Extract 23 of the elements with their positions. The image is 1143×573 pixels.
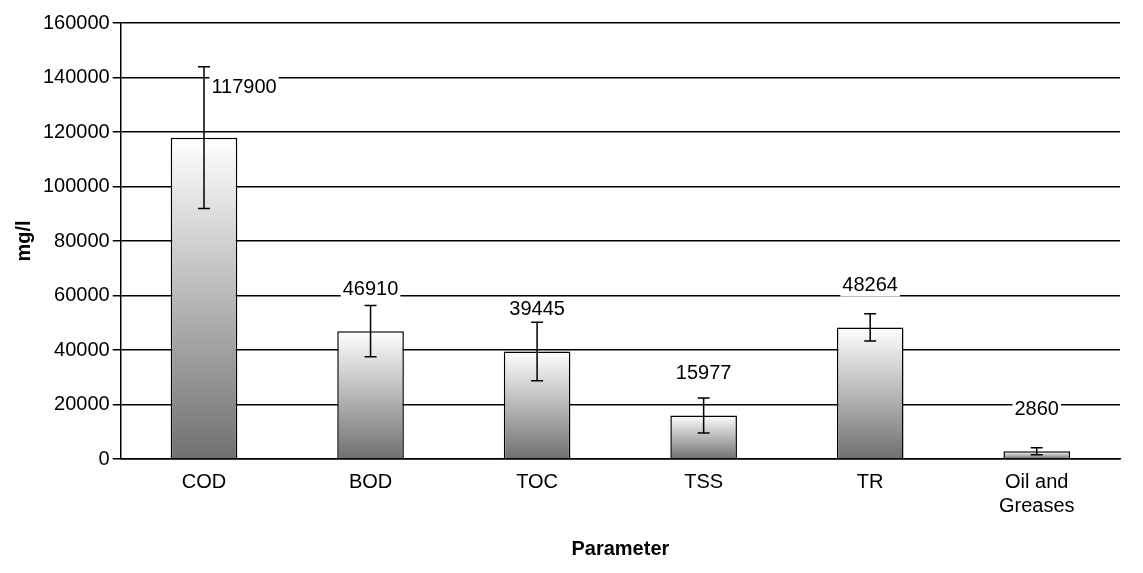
y-axis-title: mg/l xyxy=(11,220,34,262)
x-tick-label: COD xyxy=(181,469,227,492)
y-tick-label: 0 xyxy=(98,446,110,469)
y-tick-label: 120000 xyxy=(42,119,110,142)
data-label: 117900 xyxy=(211,75,277,98)
x-tick-label: TOC xyxy=(516,469,559,492)
data-label: 46910 xyxy=(342,276,399,299)
y-tick-label: 40000 xyxy=(54,337,110,360)
x-tick-label: TSS xyxy=(684,469,724,492)
y-tick-label: 160000 xyxy=(42,10,110,33)
data-label: 15977 xyxy=(675,360,732,383)
x-axis-title: Parameter xyxy=(571,536,670,559)
x-tick-label: Oil and Greases xyxy=(998,469,1075,516)
data-label: 2860 xyxy=(1014,396,1059,419)
y-tick-label: 80000 xyxy=(54,228,110,251)
data-label: 39445 xyxy=(509,297,565,320)
data-label: 48264 xyxy=(842,273,898,295)
y-tick-label: 140000 xyxy=(42,65,110,88)
y-tick-label: 100000 xyxy=(42,174,110,197)
y-tick-label: 20000 xyxy=(54,392,110,415)
y-tick-label: 60000 xyxy=(54,283,110,306)
x-tick-label: TR xyxy=(856,469,884,492)
x-tick-label: BOD xyxy=(348,469,393,492)
